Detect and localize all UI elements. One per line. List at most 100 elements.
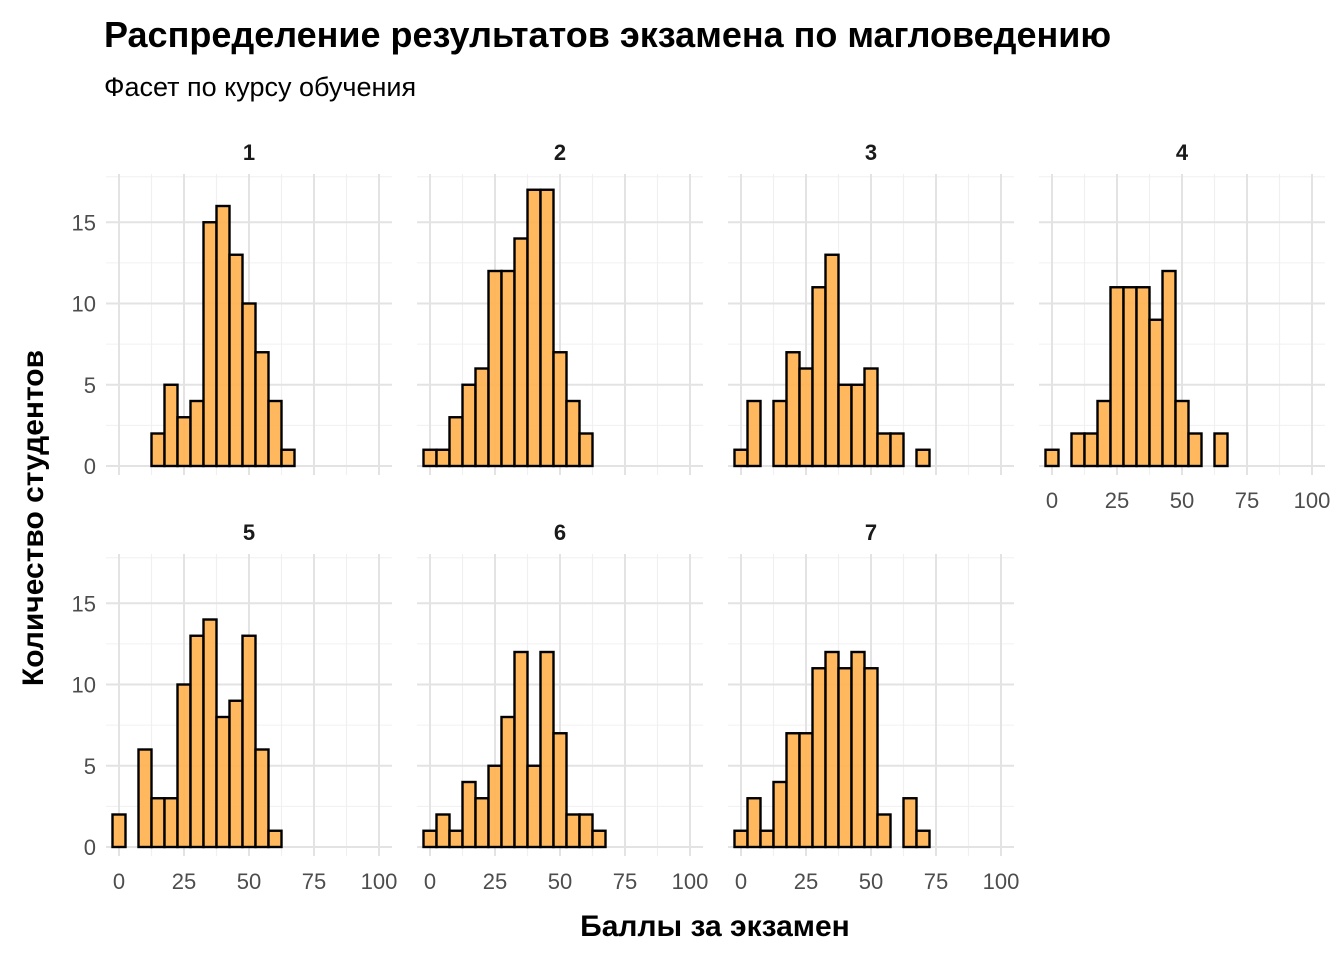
facet-strip-label: 5 <box>243 520 255 545</box>
histogram-bar <box>785 351 801 468</box>
histogram-bar <box>487 269 503 468</box>
x-tick-label: 25 <box>483 869 507 894</box>
x-tick-label: 75 <box>302 869 326 894</box>
x-tick-label: 25 <box>1105 488 1129 513</box>
x-tick-label: 75 <box>613 869 637 894</box>
y-tick-label: 15 <box>72 591 96 616</box>
facet-strip-label: 3 <box>865 140 877 165</box>
histogram-bar <box>526 188 542 468</box>
y-tick-label: 0 <box>84 835 96 860</box>
facet-panel-2: 2 <box>417 140 703 475</box>
x-tick-label: 0 <box>735 869 747 894</box>
histogram-bar <box>189 399 205 468</box>
histogram-bar <box>176 416 192 468</box>
histogram-bar <box>189 634 205 849</box>
y-axis-title: Количество студентов <box>17 350 50 686</box>
facet-panel-7: 7 0 25 50 75 100 <box>728 520 1019 894</box>
histogram-bar <box>1161 269 1177 468</box>
histogram-bar <box>111 813 127 849</box>
x-axis-title: Баллы за экзамен <box>580 910 850 943</box>
y-tick-label: 5 <box>84 373 96 398</box>
histogram-bar <box>267 829 283 849</box>
histogram-bar <box>746 399 762 468</box>
histogram-bar <box>500 715 516 849</box>
histogram-bar <box>565 399 581 468</box>
histogram-bar <box>280 448 296 468</box>
histogram-bar <box>474 367 490 468</box>
histogram-bar <box>474 797 490 849</box>
histogram-bar <box>1122 286 1138 468</box>
histogram-bar <box>254 351 270 468</box>
histogram-bar <box>1135 286 1151 468</box>
histogram-bar <box>215 204 231 468</box>
histogram-bar <box>798 732 814 849</box>
histogram-bar <box>772 780 788 849</box>
histogram-bar <box>863 367 879 468</box>
y-tick-label: 5 <box>84 754 96 779</box>
histogram-bar <box>150 432 166 468</box>
histogram-bar <box>876 432 892 468</box>
histogram-bar <box>241 634 257 849</box>
facet-strip-label: 6 <box>554 520 566 545</box>
histogram-bar <box>267 399 283 468</box>
chart-subtitle: Фасет по курсу обучения <box>104 72 416 102</box>
histogram-bar <box>461 780 477 849</box>
x-tick-label: 25 <box>794 869 818 894</box>
histogram-bar <box>850 383 866 468</box>
histogram-bar <box>578 432 594 468</box>
x-tick-label: 50 <box>237 869 261 894</box>
facet-panel-6: 6 0 25 50 75 100 <box>417 520 708 894</box>
histogram-bar <box>228 253 244 468</box>
facet-strip-label: 4 <box>1176 140 1189 165</box>
histogram-bar <box>811 667 827 849</box>
histogram-bar <box>539 650 555 849</box>
histogram-bar <box>1044 448 1060 468</box>
facet-panel-4: 4 0 25 50 75 100 <box>1039 140 1330 513</box>
histogram-bar <box>500 269 516 468</box>
histogram-bar <box>772 399 788 468</box>
histogram-bar <box>202 221 218 468</box>
facet-strip-label: 2 <box>554 140 566 165</box>
histogram-bar <box>863 667 879 849</box>
y-tick-label: 0 <box>84 454 96 479</box>
histogram-bar <box>163 797 179 849</box>
histogram-bar <box>889 432 905 468</box>
x-tick-label: 50 <box>859 869 883 894</box>
histogram-bar <box>513 237 529 468</box>
histogram-bar <box>837 667 853 849</box>
histogram-bar <box>824 650 840 849</box>
histogram-bar <box>915 829 931 849</box>
histogram-bar <box>461 383 477 468</box>
histogram-bar <box>435 813 451 849</box>
histogram-bar <box>876 813 892 849</box>
facet-strip-label: 1 <box>243 140 255 165</box>
histogram-bar <box>448 829 464 849</box>
x-tick-label: 100 <box>672 869 709 894</box>
facet-strip-label: 7 <box>865 520 877 545</box>
x-tick-label: 100 <box>361 869 398 894</box>
histogram-bar <box>1187 432 1203 468</box>
facet-panel-3: 3 <box>728 140 1014 475</box>
histogram-bar <box>487 764 503 849</box>
histogram-bar <box>733 829 749 849</box>
histogram-bar <box>578 813 594 849</box>
histogram-bar <box>746 797 762 849</box>
histogram-bar <box>759 829 775 849</box>
x-tick-label: 0 <box>424 869 436 894</box>
histogram-bar <box>215 715 231 849</box>
histogram-bar <box>241 302 257 468</box>
histogram-bar <box>552 732 568 849</box>
histogram-bar <box>513 650 529 849</box>
histogram-bar <box>526 764 542 849</box>
histogram-bar <box>448 416 464 468</box>
histogram-bar <box>785 732 801 849</box>
x-tick-label: 100 <box>1294 488 1331 513</box>
x-tick-label: 0 <box>1046 488 1058 513</box>
x-tick-label: 100 <box>983 869 1020 894</box>
x-tick-label: 75 <box>1235 488 1259 513</box>
histogram-bar <box>228 699 244 849</box>
x-tick-label: 75 <box>924 869 948 894</box>
